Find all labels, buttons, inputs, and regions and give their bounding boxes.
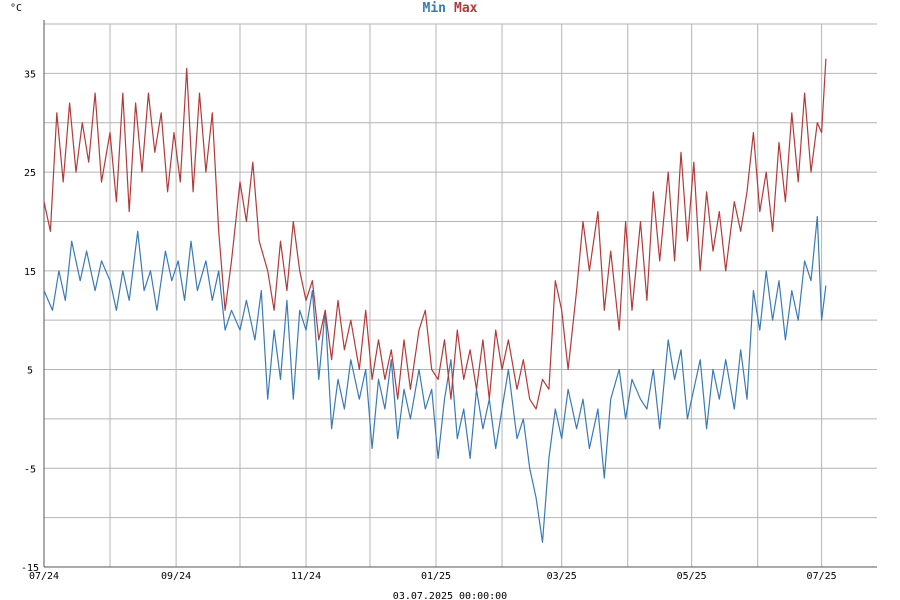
x-tick-label: 11/24 — [291, 571, 321, 582]
series-line-max — [43, 58, 827, 410]
x-tick-label: 01/25 — [421, 571, 451, 582]
legend-min: Min — [423, 1, 446, 16]
y-tick-label: 35 — [24, 69, 36, 80]
legend: Min Max — [423, 1, 478, 16]
y-tick-label: -15 — [21, 563, 39, 574]
y-tick-label: 15 — [24, 267, 36, 278]
y-tick-label: 5 — [27, 366, 33, 377]
x-tick-label: 09/24 — [161, 571, 191, 582]
legend-max: Max — [454, 1, 478, 16]
series-lines — [43, 58, 827, 543]
y-tick-label: 25 — [24, 168, 36, 179]
series-line-min — [43, 215, 827, 543]
axes — [43, 20, 877, 568]
tick-labels: -15 -5 5 15 25 35 07/24 09/24 11/24 01/25 03/25 05/… — [21, 69, 837, 582]
x-tick-label: 07/25 — [807, 571, 837, 582]
x-tick-label: 05/25 — [677, 571, 707, 582]
x-tick-label: 07/24 — [29, 571, 59, 582]
y-tick-label: -5 — [24, 464, 36, 475]
timestamp: 03.07.2025 00:00:00 — [393, 591, 507, 600]
unit-label: °C — [10, 3, 22, 14]
x-tick-label: 03/25 — [547, 571, 577, 582]
